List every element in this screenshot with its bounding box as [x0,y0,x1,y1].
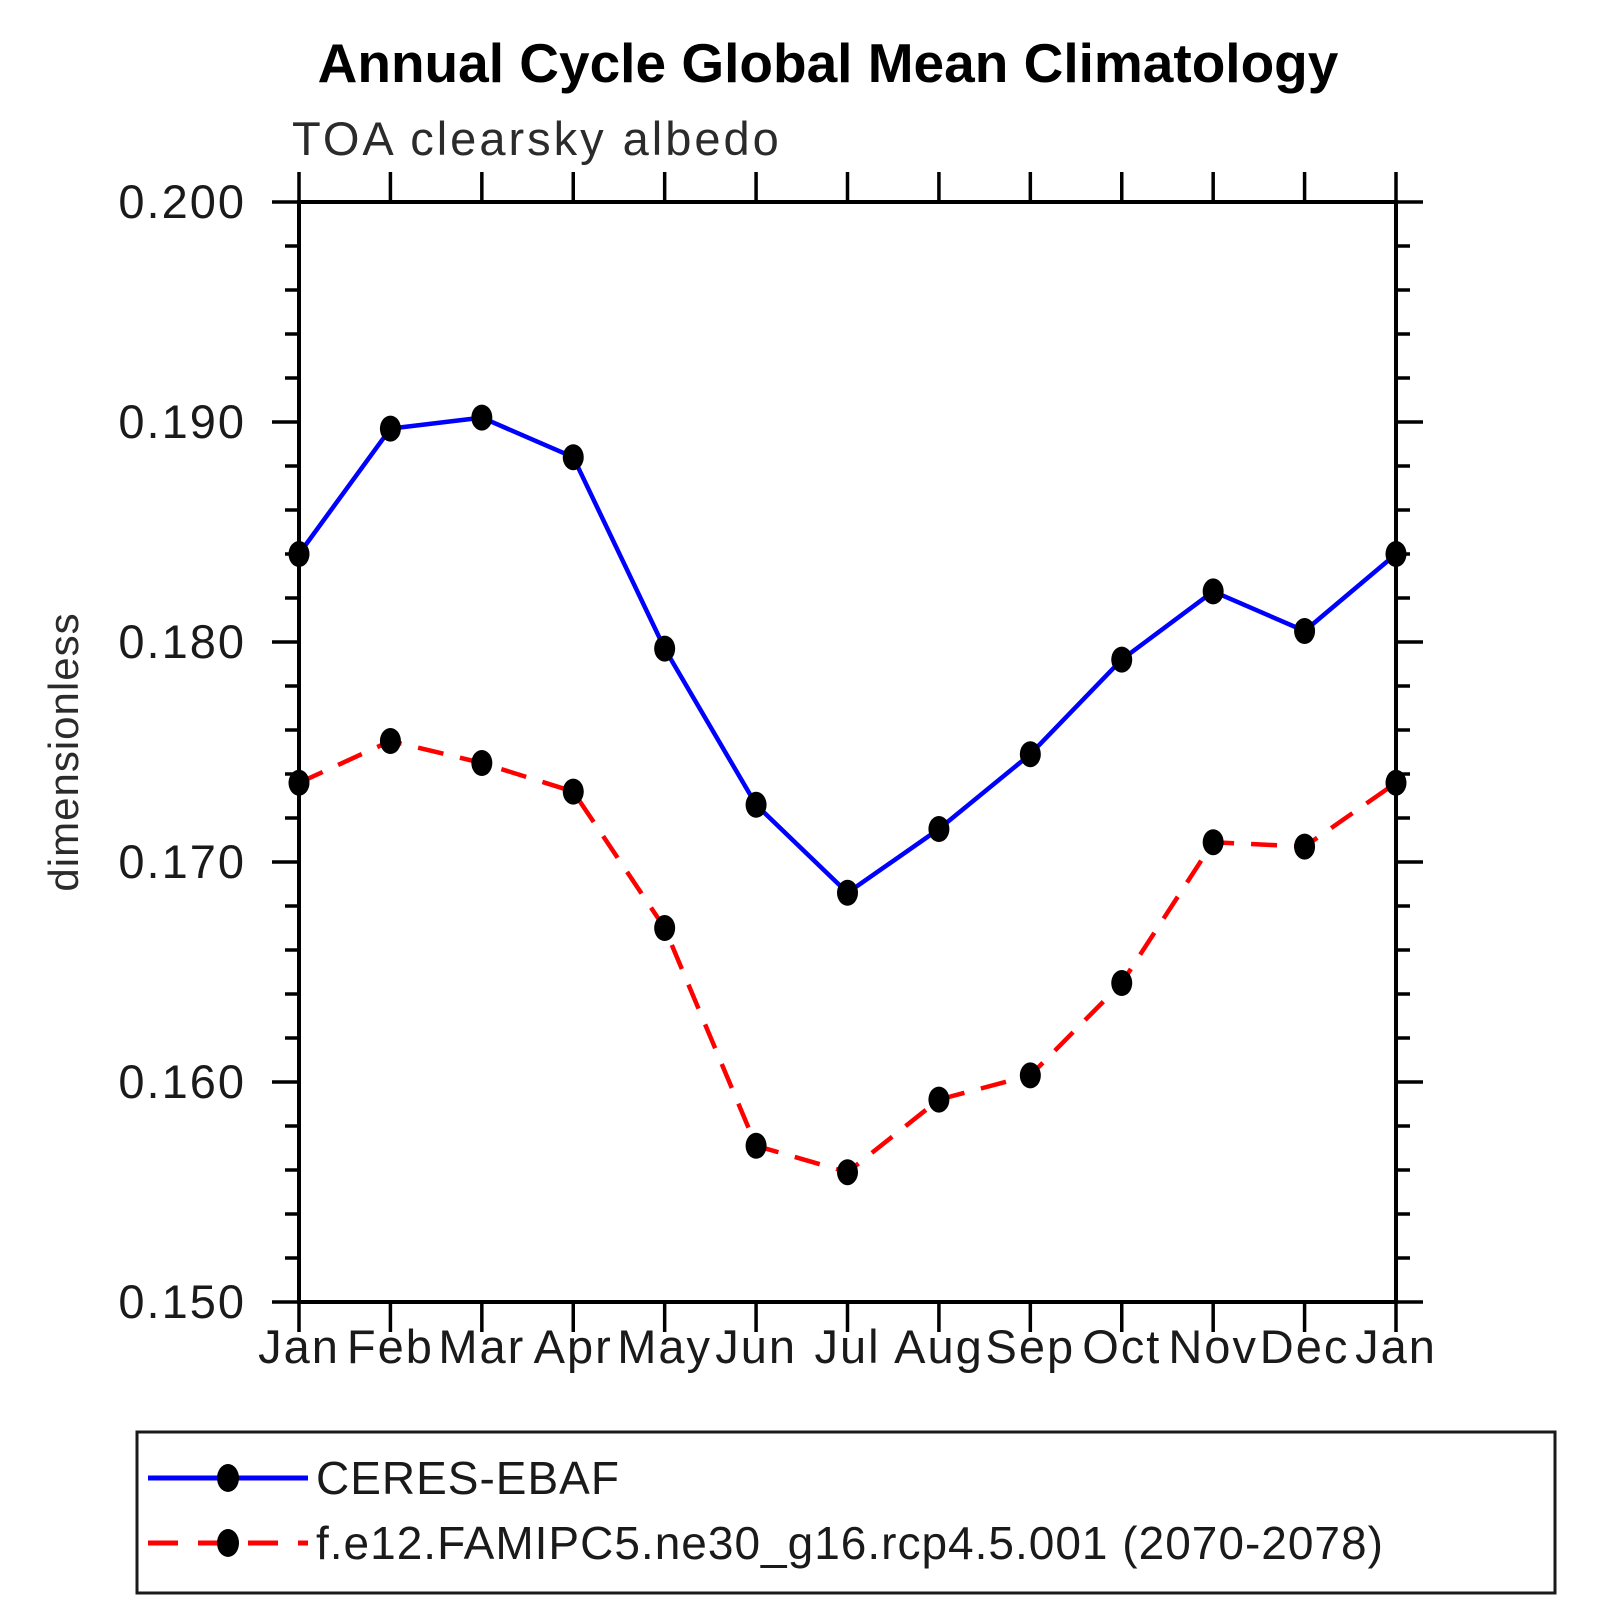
y-tick-label: 0.160 [118,1055,246,1108]
data-point-marker [1111,646,1133,673]
chart-subtitle: TOA clearsky albedo [292,112,782,165]
x-tick-label: Apr [534,1320,613,1373]
y-tick-label: 0.190 [118,395,246,448]
data-point-marker [471,404,493,431]
data-point-marker [471,750,493,776]
series-line-1 [298,738,1398,1175]
x-tick-label: Aug [894,1320,984,1373]
series-lines [288,404,1407,1186]
data-point-marker [1111,970,1133,996]
x-tick-label: Nov [1168,1320,1258,1373]
data-point-marker [288,541,310,567]
data-point-marker [1202,578,1224,605]
data-point-marker [745,1132,767,1159]
data-point-marker [1385,541,1407,567]
chart-title: Annual Cycle Global Mean Climatology [318,32,1339,94]
y-tick-label: 0.170 [118,835,246,888]
x-tick-label: Sep [986,1320,1076,1373]
x-tick-label: Jan [1355,1320,1437,1373]
data-point-marker [1294,618,1316,644]
legend-entry-label-0: CERES-EBAF [316,1452,620,1504]
data-point-marker [562,444,584,471]
data-point-marker [654,635,676,662]
x-tick-label: Oct [1082,1320,1161,1373]
data-point-marker [288,769,310,796]
x-tick-label: Mar [438,1320,525,1373]
data-point-marker [928,1086,950,1113]
data-point-marker [1294,833,1316,860]
plot-border [297,200,1398,1304]
x-tick-label: Dec [1260,1320,1350,1373]
data-point-marker [837,879,858,906]
data-point-marker [1019,741,1041,768]
y-axis-label: dimensionless [40,612,87,891]
legend-box [135,1430,1557,1595]
y-tick-label: 0.150 [118,1275,246,1328]
y-tick-label: 0.180 [118,615,246,668]
data-point-marker [1019,1062,1041,1089]
x-tick-label: May [617,1320,712,1373]
data-point-marker [379,415,401,442]
series-line-0 [297,415,1398,896]
data-point-marker [562,778,584,805]
x-tick-label: Feb [347,1320,434,1373]
data-point-marker [928,816,950,842]
data-point-marker [1385,769,1407,796]
legend-entry-label-1: f.e12.FAMIPC5.ne30_g16.rcp4.5.001 (2070-… [316,1517,1384,1569]
data-point-marker [1202,829,1224,856]
x-tick-label: Jan [258,1320,340,1373]
y-tick-label: 0.200 [118,175,246,228]
legend-sample-marker-0 [217,1464,239,1492]
data-point-marker [745,791,767,818]
legend-sample-marker-1 [217,1529,239,1557]
data-point-marker [379,728,401,754]
legend: CERES-EBAF f.e12.FAMIPC5.ne30_g16.rcp4.5.… [135,1430,1557,1595]
x-tick-label: Jun [715,1320,797,1373]
data-point-marker [654,915,676,941]
x-tick-label: Jul [814,1320,880,1373]
data-point-marker [837,1159,858,1186]
